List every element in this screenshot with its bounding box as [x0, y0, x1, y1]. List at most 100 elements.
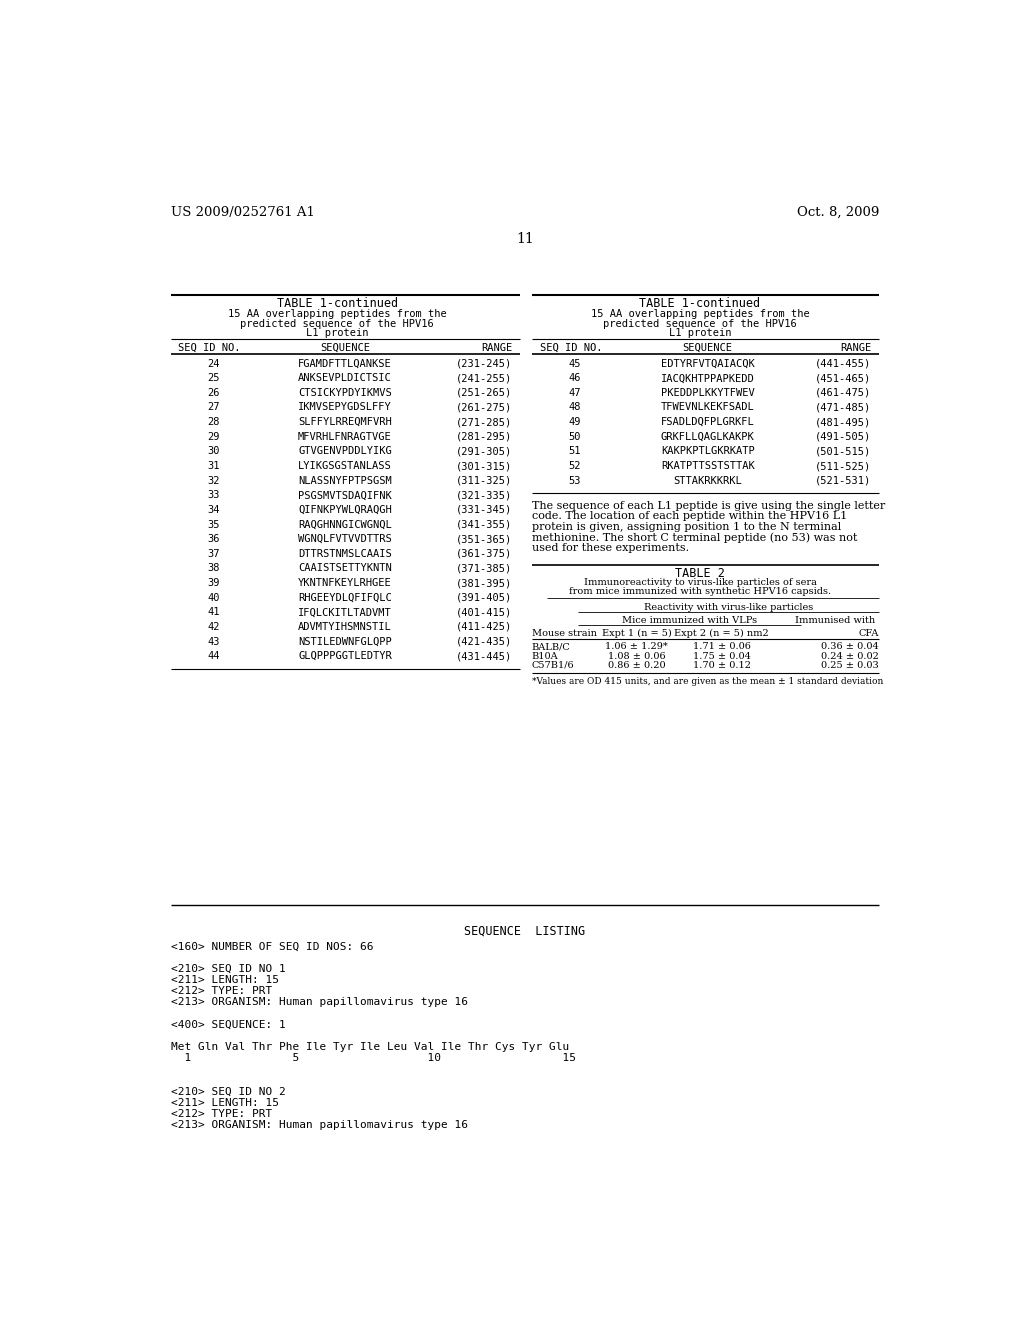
Text: 38: 38 — [207, 564, 219, 573]
Text: (291-305): (291-305) — [456, 446, 512, 457]
Text: <212> TYPE: PRT: <212> TYPE: PRT — [171, 986, 272, 997]
Text: 48: 48 — [568, 403, 581, 412]
Text: SEQUENCE: SEQUENCE — [319, 343, 370, 354]
Text: <212> TYPE: PRT: <212> TYPE: PRT — [171, 1109, 272, 1119]
Text: Mouse strain: Mouse strain — [531, 630, 597, 639]
Text: (501-515): (501-515) — [815, 446, 871, 457]
Text: CAAISTSETTYKNTN: CAAISTSETTYKNTN — [298, 564, 392, 573]
Text: <210> SEQ ID NO 2: <210> SEQ ID NO 2 — [171, 1086, 286, 1097]
Text: STTAKRKKRKL: STTAKRKKRKL — [674, 475, 742, 486]
Text: <211> LENGTH: 15: <211> LENGTH: 15 — [171, 975, 279, 985]
Text: <160> NUMBER OF SEQ ID NOS: 66: <160> NUMBER OF SEQ ID NOS: 66 — [171, 941, 373, 952]
Text: (401-415): (401-415) — [456, 607, 512, 618]
Text: IFQLCKITLTADVMT: IFQLCKITLTADVMT — [298, 607, 392, 618]
Text: (301-315): (301-315) — [456, 461, 512, 471]
Text: 41: 41 — [207, 607, 219, 618]
Text: 25: 25 — [207, 374, 219, 383]
Text: (491-505): (491-505) — [815, 432, 871, 442]
Text: ADVMTYIHSMNSTIL: ADVMTYIHSMNSTIL — [298, 622, 392, 632]
Text: predicted sequence of the HPV16: predicted sequence of the HPV16 — [241, 318, 434, 329]
Text: PKEDDPLKKYTFWEV: PKEDDPLKKYTFWEV — [660, 388, 755, 397]
Text: (391-405): (391-405) — [456, 593, 512, 603]
Text: CTSICKYPDYIKMVS: CTSICKYPDYIKMVS — [298, 388, 392, 397]
Text: (311-325): (311-325) — [456, 475, 512, 486]
Text: 15 AA overlapping peptides from the: 15 AA overlapping peptides from the — [591, 309, 809, 319]
Text: SEQ ID NO.: SEQ ID NO. — [540, 343, 602, 354]
Text: 34: 34 — [207, 506, 219, 515]
Text: TABLE 1-continued: TABLE 1-continued — [276, 297, 397, 310]
Text: 50: 50 — [568, 432, 581, 442]
Text: 28: 28 — [207, 417, 219, 428]
Text: (471-485): (471-485) — [815, 403, 871, 412]
Text: (271-285): (271-285) — [456, 417, 512, 428]
Text: methionine. The short C terminal peptide (no 53) was not: methionine. The short C terminal peptide… — [531, 532, 857, 543]
Text: 15 AA overlapping peptides from the: 15 AA overlapping peptides from the — [228, 309, 446, 319]
Text: L1 protein: L1 protein — [306, 327, 369, 338]
Text: ANKSEVPLDICTSIC: ANKSEVPLDICTSIC — [298, 374, 392, 383]
Text: 27: 27 — [207, 403, 219, 412]
Text: (331-345): (331-345) — [456, 506, 512, 515]
Text: WGNQLFVTVVDTTRS: WGNQLFVTVVDTTRS — [298, 535, 392, 544]
Text: (511-525): (511-525) — [815, 461, 871, 471]
Text: (481-495): (481-495) — [815, 417, 871, 428]
Text: NLASSNYFPTPSGSM: NLASSNYFPTPSGSM — [298, 475, 392, 486]
Text: <210> SEQ ID NO 1: <210> SEQ ID NO 1 — [171, 964, 286, 974]
Text: Mice immunized with VLPs: Mice immunized with VLPs — [623, 616, 758, 626]
Text: <213> ORGANISM: Human papillomavirus type 16: <213> ORGANISM: Human papillomavirus typ… — [171, 1121, 468, 1130]
Text: IKMVSEPYGDSLFFY: IKMVSEPYGDSLFFY — [298, 403, 392, 412]
Text: 1.71 ± 0.06: 1.71 ± 0.06 — [692, 643, 751, 651]
Text: SLFFYLRREQMFVRH: SLFFYLRREQMFVRH — [298, 417, 392, 428]
Text: used for these experiments.: used for these experiments. — [531, 543, 689, 553]
Text: 1.06 ± 1.29*: 1.06 ± 1.29* — [605, 643, 668, 651]
Text: (451-465): (451-465) — [815, 374, 871, 383]
Text: GLQPPPGGTLEDTYR: GLQPPPGGTLEDTYR — [298, 651, 392, 661]
Text: <213> ORGANISM: Human papillomavirus type 16: <213> ORGANISM: Human papillomavirus typ… — [171, 998, 468, 1007]
Text: FSADLDQFPLGRKFL: FSADLDQFPLGRKFL — [660, 417, 755, 428]
Text: YKNTNFKEYLRHGEE: YKNTNFKEYLRHGEE — [298, 578, 392, 587]
Text: <400> SEQUENCE: 1: <400> SEQUENCE: 1 — [171, 1019, 286, 1030]
Text: RHGEEYDLQFIFQLC: RHGEEYDLQFIFQLC — [298, 593, 392, 603]
Text: 1               5                   10                  15: 1 5 10 15 — [171, 1053, 575, 1063]
Text: (521-531): (521-531) — [815, 475, 871, 486]
Text: (411-425): (411-425) — [456, 622, 512, 632]
Text: 40: 40 — [207, 593, 219, 603]
Text: PSGSMVTSDAQIFNK: PSGSMVTSDAQIFNK — [298, 490, 392, 500]
Text: (251-265): (251-265) — [456, 388, 512, 397]
Text: 47: 47 — [568, 388, 581, 397]
Text: (371-385): (371-385) — [456, 564, 512, 573]
Text: (241-255): (241-255) — [456, 374, 512, 383]
Text: SEQUENCE  LISTING: SEQUENCE LISTING — [464, 924, 586, 937]
Text: (351-365): (351-365) — [456, 535, 512, 544]
Text: 49: 49 — [568, 417, 581, 428]
Text: RANGE: RANGE — [840, 343, 871, 354]
Text: L1 protein: L1 protein — [669, 327, 731, 338]
Text: LYIKGSGSTANLASS: LYIKGSGSTANLASS — [298, 461, 392, 471]
Text: 37: 37 — [207, 549, 219, 558]
Text: The sequence of each L1 peptide is give using the single letter: The sequence of each L1 peptide is give … — [531, 502, 885, 511]
Text: BALB/C: BALB/C — [531, 643, 570, 651]
Text: 44: 44 — [207, 651, 219, 661]
Text: 52: 52 — [568, 461, 581, 471]
Text: SEQUENCE: SEQUENCE — [683, 343, 733, 354]
Text: 45: 45 — [568, 359, 581, 368]
Text: Immunised with: Immunised with — [795, 616, 876, 626]
Text: RKATPTTSSTSTTAK: RKATPTTSSTSTTAK — [660, 461, 755, 471]
Text: SEQ ID NO.: SEQ ID NO. — [178, 343, 241, 354]
Text: (321-335): (321-335) — [456, 490, 512, 500]
Text: 0.36 ± 0.04: 0.36 ± 0.04 — [821, 643, 879, 651]
Text: 26: 26 — [207, 388, 219, 397]
Text: RAQGHNNGICWGNQL: RAQGHNNGICWGNQL — [298, 520, 392, 529]
Text: 0.24 ± 0.02: 0.24 ± 0.02 — [821, 652, 879, 660]
Text: CFA: CFA — [858, 630, 879, 639]
Text: <211> LENGTH: 15: <211> LENGTH: 15 — [171, 1098, 279, 1107]
Text: TABLE 1-continued: TABLE 1-continued — [639, 297, 761, 310]
Text: 0.86 ± 0.20: 0.86 ± 0.20 — [607, 661, 666, 669]
Text: MFVRHLFNRAGTVGE: MFVRHLFNRAGTVGE — [298, 432, 392, 442]
Text: Immunoreactivity to virus-like particles of sera: Immunoreactivity to virus-like particles… — [584, 578, 816, 586]
Text: KAKPKPTLGKRKATP: KAKPKPTLGKRKATP — [660, 446, 755, 457]
Text: (231-245): (231-245) — [456, 359, 512, 368]
Text: Expt 1 (n = 5): Expt 1 (n = 5) — [601, 630, 672, 639]
Text: 1.75 ± 0.04: 1.75 ± 0.04 — [692, 652, 751, 660]
Text: *Values are OD 415 units, and are given as the mean ± 1 standard deviation: *Values are OD 415 units, and are given … — [531, 677, 883, 686]
Text: 11: 11 — [516, 231, 534, 246]
